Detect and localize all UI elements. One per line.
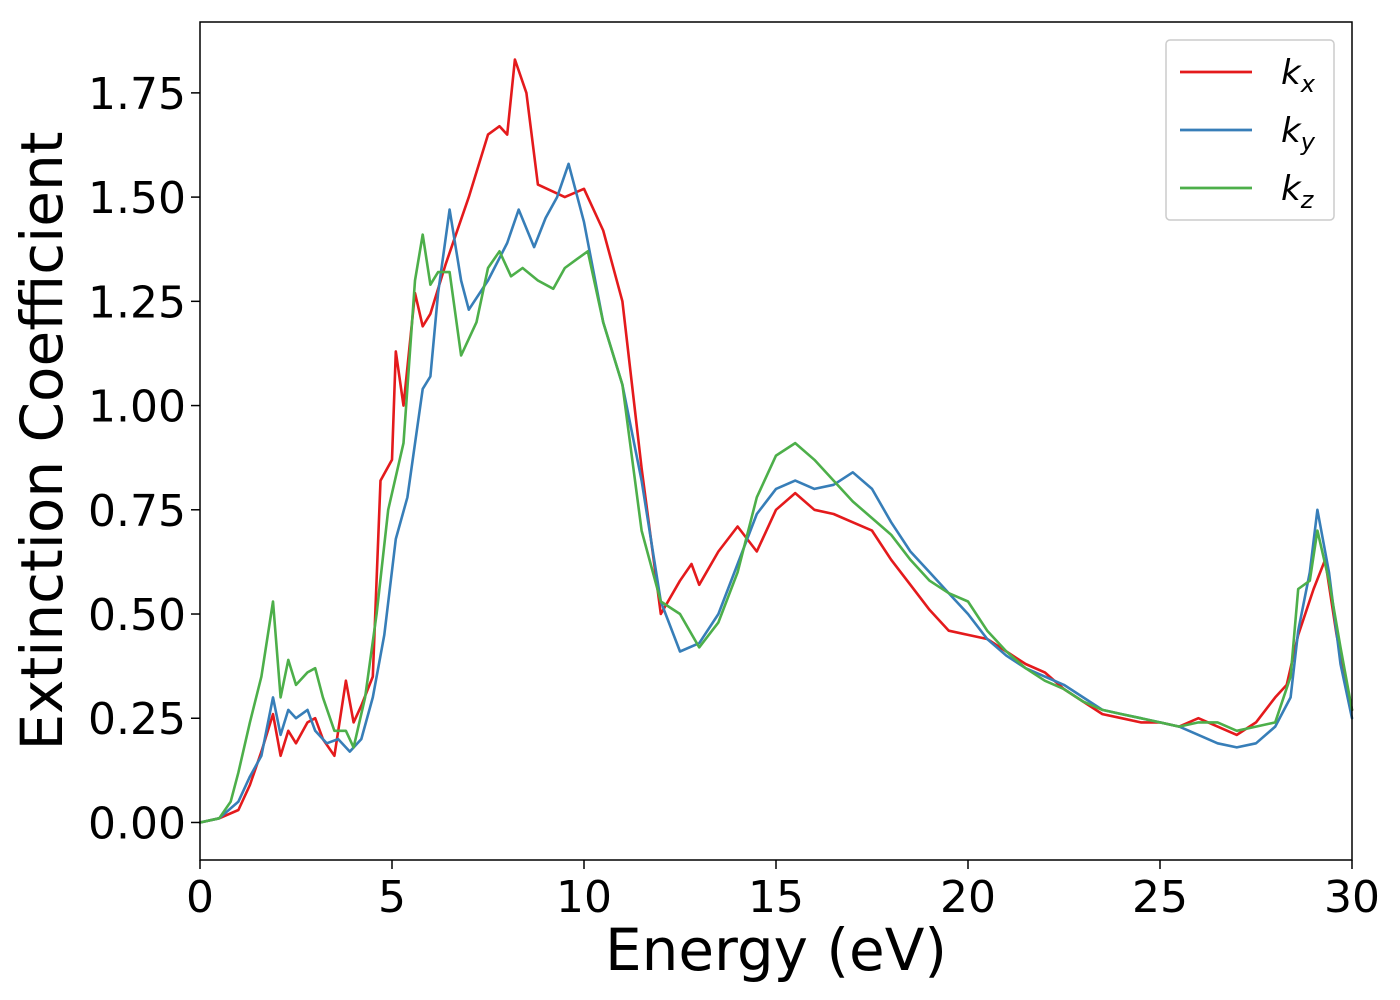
y-tick-label: 0.50	[88, 590, 186, 641]
y-tick-label: 1.25	[88, 277, 186, 328]
series-line-k_x	[198, 58, 1354, 824]
legend-label-k_y: ky	[1281, 111, 1316, 156]
series-layer	[198, 58, 1354, 824]
x-axis-ticks: 0 5 10 15 20 25 30	[186, 860, 1380, 923]
series-line-k_z	[198, 233, 1354, 824]
x-tick-label: 25	[1132, 872, 1188, 923]
y-tick-label: 1.00	[88, 382, 186, 433]
y-axis-ticks: 0.00 0.25 0.50 0.75 1.00 1.25 1.50 1.75	[88, 69, 200, 849]
x-tick-label: 30	[1324, 872, 1380, 923]
x-tick-label: 15	[748, 872, 804, 923]
x-axis-title: Energy (eV)	[605, 916, 947, 984]
y-tick-label: 1.75	[88, 69, 186, 120]
legend: kx ky kz	[1165, 39, 1335, 221]
y-tick-label: 0.25	[88, 694, 186, 745]
y-axis-title: Extinction Coefficient	[8, 132, 76, 751]
legend-label-k_x: kx	[1281, 53, 1316, 98]
x-tick-label: 10	[556, 872, 612, 923]
y-tick-label: 1.50	[88, 173, 186, 224]
x-tick-label: 20	[940, 872, 996, 923]
x-tick-label: 5	[378, 872, 406, 923]
legend-label-k_z: kz	[1281, 169, 1315, 214]
y-tick-label: 0.75	[88, 486, 186, 537]
y-tick-label: 0.00	[88, 798, 186, 849]
x-tick-label: 0	[186, 872, 214, 923]
